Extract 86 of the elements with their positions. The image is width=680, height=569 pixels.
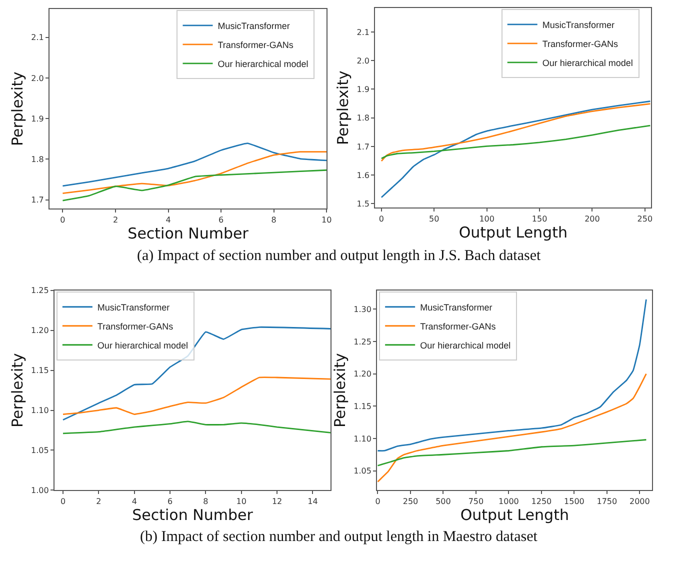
x-tick-label: 4 <box>132 496 137 506</box>
x-tick-label: 1000 <box>498 496 519 506</box>
line-series <box>377 373 647 482</box>
legend-label: Our hierarchical model <box>420 340 511 350</box>
legend-label: Transformer-GANs <box>542 38 619 49</box>
y-tick-label: 1.7 <box>31 196 44 205</box>
x-tick-label: 150 <box>532 214 548 224</box>
legend-label: MusicTransformer <box>218 20 290 31</box>
line-series <box>380 124 651 160</box>
x-tick-label: 100 <box>479 214 494 224</box>
y-tick-label: 1.05 <box>31 446 49 456</box>
x-tick-label: 1250 <box>531 496 552 506</box>
legend-label: Our hierarchical model <box>97 340 188 350</box>
y-tick-label: 1.8 <box>31 154 44 164</box>
x-tick-label: 0 <box>60 215 66 224</box>
x-tick-label: 200 <box>584 214 600 224</box>
line-series <box>380 100 651 198</box>
legend-label: Transformer-GANs <box>420 321 496 332</box>
x-tick-label: 14 <box>308 496 318 506</box>
x-tick-label: 0 <box>60 496 66 506</box>
x-tick-label: 500 <box>436 496 451 506</box>
x-tick-label: 0 <box>375 496 380 506</box>
y-tick-label: 2.1 <box>356 28 370 37</box>
x-axis-title: Output Length <box>458 223 568 242</box>
x-tick-label: 2 <box>96 496 102 506</box>
y-tick-label: 2.1 <box>31 33 44 42</box>
x-tick-label: 250 <box>402 496 418 506</box>
y-tick-label: 1.15 <box>31 366 49 376</box>
y-tick-label: 1.00 <box>31 486 49 495</box>
legend-label: Our hierarchical model <box>218 58 308 69</box>
line-series <box>380 103 651 162</box>
x-tick-label: 8 <box>203 496 208 506</box>
line-series <box>62 420 331 434</box>
x-tick-label: 250 <box>637 214 653 224</box>
x-tick-label: 0 <box>378 214 384 224</box>
y-tick-label: 1.20 <box>31 326 49 336</box>
x-tick-label: 2 <box>112 215 118 224</box>
y-tick-label: 1.05 <box>354 466 372 476</box>
x-axis-title: Section Number <box>132 506 254 524</box>
y-tick-label: 1.25 <box>31 286 49 296</box>
x-tick-label: 1750 <box>596 496 618 506</box>
y-tick-label: 1.10 <box>31 406 49 416</box>
line-series <box>62 169 327 202</box>
x-tick-label: 10 <box>236 496 246 506</box>
y-tick-label: 1.25 <box>354 337 372 346</box>
y-tick-label: 1.30 <box>354 304 372 314</box>
legend-label: Our hierarchical model <box>542 58 633 68</box>
y-axis-title: Perplexity <box>334 70 352 146</box>
y-axis-title: Perplexity <box>8 72 26 146</box>
legend-label: Transformer-GANs <box>97 321 174 332</box>
line-series <box>62 142 327 187</box>
y-tick-label: 2.0 <box>31 74 44 83</box>
line-series <box>62 151 327 194</box>
line-series <box>377 439 647 466</box>
x-tick-label: 1500 <box>564 496 584 506</box>
x-tick-label: 6 <box>218 215 224 224</box>
legend-label: MusicTransformer <box>542 20 615 30</box>
x-tick-label: 2000 <box>629 496 650 506</box>
y-tick-label: 1.6 <box>356 170 370 180</box>
legend-label: MusicTransformer <box>420 302 492 312</box>
x-tick-label: 12 <box>272 496 282 506</box>
y-tick-label: 1.9 <box>31 114 44 124</box>
legend-label: Transformer-GANs <box>218 40 294 50</box>
line-series <box>377 298 647 452</box>
y-axis-title: Perplexity <box>330 352 349 428</box>
y-tick-label: 1.10 <box>354 434 372 444</box>
x-tick-label: 10 <box>322 215 332 224</box>
x-axis-title: Section Number <box>128 224 250 242</box>
legend-label: MusicTransformer <box>97 302 170 312</box>
text: (b) Impact of section number and output length in Maestro dataset <box>140 529 538 545</box>
y-tick-label: 1.20 <box>354 370 372 379</box>
x-tick-label: 50 <box>429 214 440 224</box>
line-series <box>62 376 331 415</box>
x-tick-label: 8 <box>271 215 276 224</box>
x-tick-label: 4 <box>166 215 171 224</box>
x-tick-label: 6 <box>168 496 173 506</box>
text: (a) Impact of section number and output length in J.S. Bach dataset <box>137 248 542 264</box>
y-tick-label: 1.5 <box>356 200 370 209</box>
y-tick-label: 1.8 <box>356 114 370 123</box>
y-tick-label: 1.15 <box>354 402 372 411</box>
y-axis-title: Perplexity <box>8 352 26 428</box>
x-tick-label: 750 <box>468 496 484 506</box>
y-tick-label: 2.0 <box>356 56 370 66</box>
x-axis-title: Output Length <box>460 506 569 524</box>
y-tick-label: 1.9 <box>356 85 370 94</box>
y-tick-label: 1.7 <box>356 142 370 152</box>
